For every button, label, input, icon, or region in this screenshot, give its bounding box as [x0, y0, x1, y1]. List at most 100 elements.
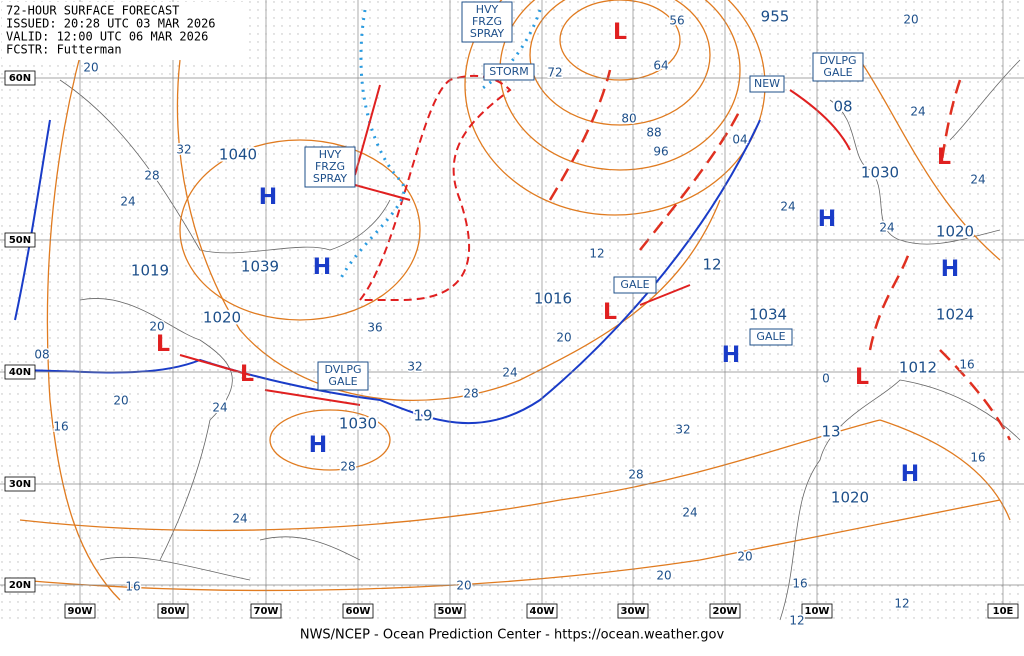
pressure-label: 1030 — [339, 415, 377, 433]
isobar-label: 64 — [653, 59, 668, 73]
pressure-center: H — [259, 185, 277, 210]
isobar-label: 24 — [879, 221, 894, 235]
isobar-label: 24 — [232, 512, 247, 526]
freezing-spray-area — [338, 9, 542, 281]
header-line: VALID: 12:00 UTC 06 MAR 2026 — [6, 30, 208, 44]
lat-label-box — [4, 70, 36, 86]
boxed-label: SPRAY — [313, 172, 347, 185]
isobar-label: 24 — [970, 173, 985, 187]
isobar-label: 72 — [547, 66, 562, 80]
pressure-center: H — [941, 257, 959, 282]
isobar-label: 20 — [737, 550, 752, 564]
isobar-label: 56 — [669, 14, 684, 28]
lon-label: 40W — [530, 606, 555, 617]
isobar-label: 16 — [125, 580, 140, 594]
header-box — [2, 2, 247, 60]
boxed-label: HVY — [319, 148, 342, 161]
lat-label-box — [4, 232, 36, 248]
pressure-label: 1020 — [936, 223, 974, 241]
pressure-center: L — [855, 365, 869, 390]
isobar-label: 20 — [113, 394, 128, 408]
boxed-label: HVY — [476, 3, 499, 16]
isobar-label: 0 — [822, 372, 830, 386]
isobar-label: 12 — [589, 247, 604, 261]
pressure-label: 1020 — [203, 309, 241, 327]
lon-label: 10W — [805, 606, 830, 617]
isobar-label: 24 — [502, 366, 517, 380]
pressure-label: 12 — [702, 256, 721, 274]
lon-label-box — [157, 603, 189, 619]
isobar-label: 24 — [910, 105, 925, 119]
lon-label: 80W — [161, 606, 186, 617]
lat-label: 50N — [9, 235, 31, 246]
boxed-label-box — [812, 52, 864, 82]
pressure-center: L — [156, 332, 170, 357]
isobar-label: 16 — [53, 420, 68, 434]
pressure-label: 1024 — [936, 306, 974, 324]
isobar-label: 16 — [959, 358, 974, 372]
pressure-label: 08 — [833, 98, 852, 116]
isobar-label: 04 — [732, 133, 747, 147]
pressure-label: 1030 — [861, 164, 899, 182]
pressure-label: 1039 — [241, 258, 279, 276]
boxed-label-box — [613, 276, 657, 294]
pressure-label: 1016 — [534, 290, 572, 308]
isobar-label: 20 — [456, 579, 471, 593]
isobar-label: 12 — [789, 614, 804, 628]
lat-label: 20N — [9, 580, 31, 591]
pressure-center: L — [240, 362, 254, 387]
lon-label: 10E — [993, 606, 1014, 617]
track-arrows — [264, 84, 691, 406]
lon-label: 70W — [254, 606, 279, 617]
isobar-label: 20 — [83, 61, 98, 75]
pressure-label: 1040 — [219, 146, 257, 164]
lon-label: 90W — [68, 606, 93, 617]
pressure-center: H — [313, 255, 331, 280]
lon-label-box — [709, 603, 741, 619]
pressure-label: 1019 — [131, 262, 169, 280]
pressure-center: L — [613, 20, 627, 45]
lon-label-box — [987, 603, 1019, 619]
lon-label-box — [342, 603, 374, 619]
header-line: ISSUED: 20:28 UTC 03 MAR 2026 — [6, 17, 216, 31]
boxed-label-box — [304, 146, 356, 188]
isobar-label: 28 — [144, 169, 159, 183]
pressure-center: H — [722, 343, 740, 368]
isobar-label: 16 — [792, 577, 807, 591]
boxed-label: NEW — [754, 77, 780, 90]
boxed-label: FRZG — [472, 15, 502, 28]
pressure-center: H — [818, 207, 836, 232]
boxed-label-box — [483, 63, 535, 81]
boxed-label: GALE — [328, 375, 357, 388]
isobar-label: 28 — [340, 460, 355, 474]
isobar-label: 08 — [34, 348, 49, 362]
lon-label: 20W — [713, 606, 738, 617]
lat-label-box — [4, 476, 36, 492]
pressure-label: 1020 — [831, 489, 869, 507]
lon-label-box — [250, 603, 282, 619]
isobar-label: 28 — [628, 468, 643, 482]
isobar-label: 24 — [780, 200, 795, 214]
map-background — [0, 0, 1024, 622]
isobar-label: 24 — [120, 195, 135, 209]
lon-label: 30W — [621, 606, 646, 617]
pressure-label: 13 — [821, 423, 840, 441]
pressure-center: H — [309, 433, 327, 458]
boxed-label: GALE — [823, 66, 852, 79]
lon-label-box — [526, 603, 558, 619]
isobar-label: 36 — [367, 321, 382, 335]
pressure-label: 955 — [761, 8, 790, 26]
isobar-label: 80 — [621, 112, 636, 126]
isobar-label: 20 — [149, 320, 164, 334]
header-line: FCSTR: Futterman — [6, 43, 122, 57]
pressure-center: L — [937, 145, 951, 170]
lat-label: 40N — [9, 367, 31, 378]
header-line: 72-HOUR SURFACE FORECAST — [6, 4, 179, 18]
isobar-label: 96 — [653, 145, 668, 159]
lon-label-box — [617, 603, 649, 619]
isobar-label: 16 — [970, 451, 985, 465]
boxed-label-box — [749, 75, 785, 93]
isobar-label: 32 — [407, 360, 422, 374]
isobar-label: 20 — [556, 331, 571, 345]
isobar-label: 24 — [682, 506, 697, 520]
